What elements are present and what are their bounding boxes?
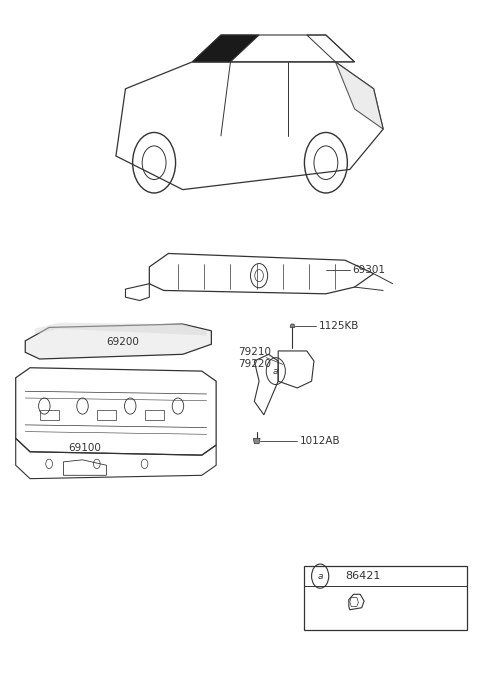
Polygon shape (35, 323, 206, 335)
Text: a: a (273, 367, 278, 375)
FancyBboxPatch shape (304, 566, 467, 630)
Text: 79210: 79210 (238, 348, 271, 357)
Polygon shape (192, 35, 259, 62)
Polygon shape (290, 324, 295, 327)
Text: 79220: 79220 (238, 359, 271, 369)
Polygon shape (25, 324, 211, 359)
Text: 69100: 69100 (68, 443, 101, 454)
Text: a: a (317, 572, 323, 580)
Text: 69200: 69200 (107, 337, 139, 346)
Text: 1125KB: 1125KB (319, 321, 359, 331)
Text: 86421: 86421 (345, 571, 380, 581)
Polygon shape (253, 438, 260, 443)
Text: 1012AB: 1012AB (300, 436, 340, 446)
Text: 69301: 69301 (352, 265, 385, 275)
Polygon shape (336, 62, 383, 129)
